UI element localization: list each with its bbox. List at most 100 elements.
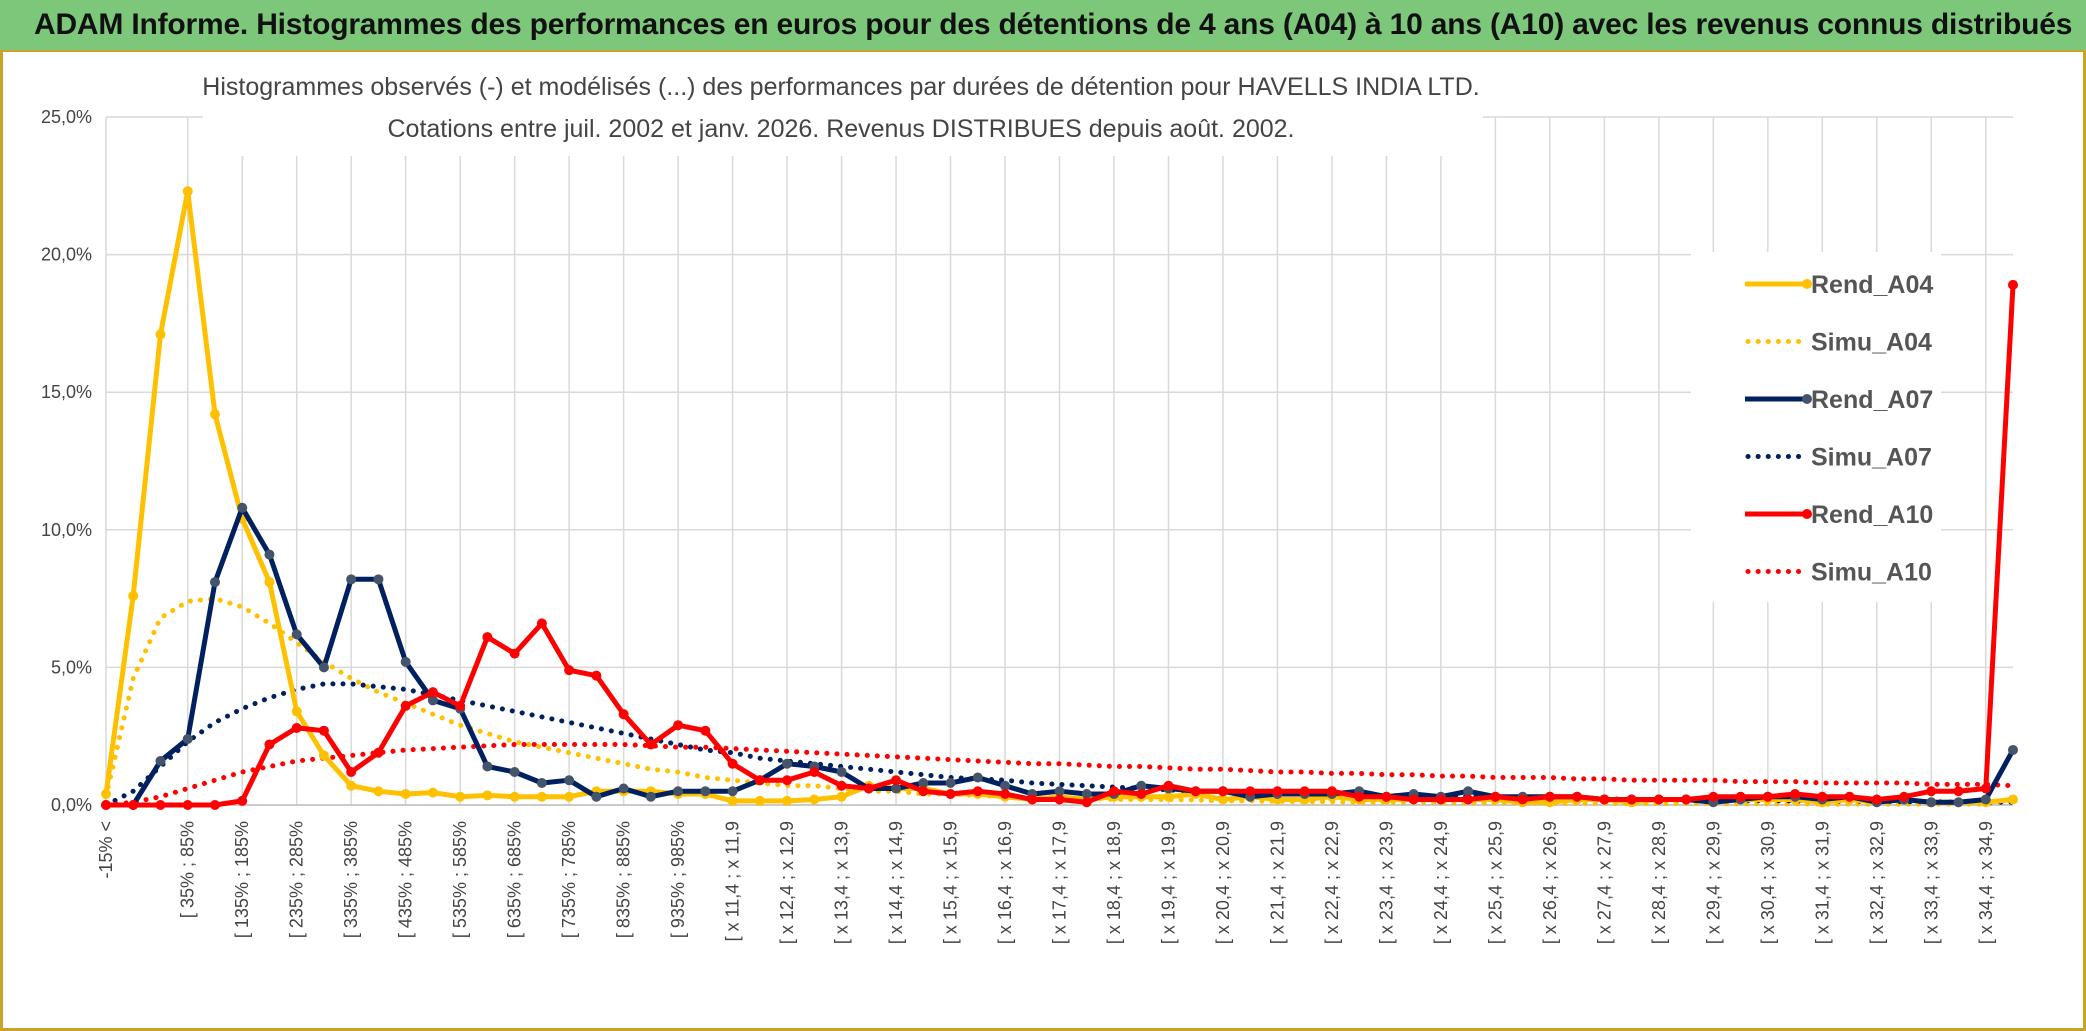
data-point xyxy=(645,791,656,802)
data-point xyxy=(264,549,275,560)
data-point xyxy=(1980,794,1991,805)
data-point xyxy=(782,795,793,806)
x-tick-label: [ x 13,4 ; x 13,9 xyxy=(832,821,852,944)
data-point xyxy=(1953,786,1964,797)
legend-box xyxy=(1691,252,1941,602)
chart-subtitle: Cotations entre juil. 2002 et janv. 2026… xyxy=(387,115,1294,143)
x-tick-label: [ 335% ; 385% xyxy=(341,821,361,938)
data-point xyxy=(101,800,111,810)
data-point xyxy=(1136,780,1147,791)
data-point xyxy=(564,791,575,802)
data-point xyxy=(673,720,684,731)
data-point xyxy=(264,577,275,588)
data-point xyxy=(536,777,547,788)
x-tick-label: [ 135% ; 185% xyxy=(232,821,252,938)
data-point xyxy=(754,795,765,806)
y-tick-label: 0,0% xyxy=(51,795,92,815)
data-point xyxy=(400,788,411,799)
data-point xyxy=(972,772,983,783)
legend-item: Rend_A04 xyxy=(1745,271,1933,299)
data-point xyxy=(509,766,520,777)
banner-title: ADAM Informe. Histogrammes des performan… xyxy=(34,8,2073,41)
series-group xyxy=(101,186,2018,810)
data-point xyxy=(1381,791,1392,802)
data-point xyxy=(1653,794,1664,805)
data-point xyxy=(1926,797,1937,808)
data-point xyxy=(155,755,166,766)
x-tick-label: [ x 32,4 ; x 32,9 xyxy=(1867,821,1887,944)
x-tick-label: [ x 26,4 ; x 26,9 xyxy=(1540,821,1560,944)
data-point xyxy=(1081,788,1092,799)
data-point xyxy=(1136,788,1147,799)
data-point xyxy=(1708,791,1719,802)
x-tick-label: [ x 22,4 ; x 22,9 xyxy=(1322,821,1342,944)
data-point xyxy=(1408,794,1419,805)
data-point xyxy=(1871,794,1882,805)
data-point xyxy=(2008,744,2018,755)
x-tick-label: [ x 30,4 ; x 30,9 xyxy=(1758,821,1778,944)
legend-label: Simu_A04 xyxy=(1811,329,1932,357)
data-point xyxy=(209,409,220,420)
series-simu-a07 xyxy=(103,681,2016,808)
x-tick-label: [ x 17,4 ; x 17,9 xyxy=(1050,821,1070,944)
data-point xyxy=(727,758,738,769)
x-tick-label: [ 435% ; 485% xyxy=(396,821,416,938)
data-point xyxy=(782,758,793,769)
x-tick-label: [ x 21,4 ; x 21,9 xyxy=(1267,821,1287,944)
data-point xyxy=(128,590,139,601)
data-point xyxy=(918,777,929,788)
legend-marker xyxy=(1802,394,1812,404)
data-point xyxy=(591,670,602,681)
data-point xyxy=(809,766,820,777)
data-point xyxy=(564,665,575,676)
data-point xyxy=(400,656,411,667)
series-line xyxy=(103,681,2016,808)
x-tick-label: [ 35% ; 85% xyxy=(178,821,198,918)
y-tick-label: 10,0% xyxy=(41,520,92,540)
data-point xyxy=(618,709,629,720)
data-point xyxy=(318,750,329,761)
chart: 0,0% 5,0% 10,0% 15,0% 20,0% 25,0% -15% < [ 35%… xyxy=(41,56,2018,944)
data-point xyxy=(182,186,193,197)
data-point xyxy=(1217,794,1228,805)
data-point xyxy=(1762,791,1773,802)
data-point xyxy=(536,618,547,629)
data-point xyxy=(1463,794,1474,805)
data-point xyxy=(1081,797,1092,808)
x-tick-label: [ x 18,4 ; x 18,9 xyxy=(1104,821,1124,944)
data-point xyxy=(645,739,656,750)
x-tick-label: -15% < xyxy=(96,821,116,879)
data-point xyxy=(945,777,956,788)
data-point xyxy=(455,700,466,711)
data-point xyxy=(1599,794,1610,805)
chart-title-box: Histogrammes observés (-) et modélisés (… xyxy=(202,56,1483,156)
x-tick-label: [ x 15,4 ; x 15,9 xyxy=(941,821,961,944)
y-axis-ticks: 0,0% 5,0% 10,0% 15,0% 20,0% 25,0% xyxy=(41,107,92,815)
data-point xyxy=(2008,279,2018,290)
data-point xyxy=(782,775,793,786)
x-tick-label: [ x 24,4 ; x 24,9 xyxy=(1431,821,1451,944)
data-point xyxy=(291,629,302,640)
legend: Rend_A04 Simu_A04 Rend_A07 Simu_A07 Rend_A10… xyxy=(1691,252,1941,602)
data-point xyxy=(373,747,384,758)
data-point xyxy=(1517,794,1528,805)
legend-item: Simu_A10 xyxy=(1745,559,1932,587)
data-point xyxy=(482,632,493,643)
legend-label: Rend_A10 xyxy=(1811,501,1933,529)
data-point xyxy=(373,574,384,585)
data-point xyxy=(1626,794,1637,805)
data-point xyxy=(237,795,248,806)
legend-label: Simu_A10 xyxy=(1811,559,1932,587)
data-point xyxy=(700,786,711,797)
data-point xyxy=(427,787,438,798)
x-tick-label: [ x 33,4 ; x 33,9 xyxy=(1921,821,1941,944)
series-line xyxy=(103,742,2016,808)
data-point xyxy=(291,722,302,733)
y-tick-label: 15,0% xyxy=(41,382,92,402)
legend-marker xyxy=(1802,279,1812,289)
data-point xyxy=(1681,794,1692,805)
legend-item: Rend_A10 xyxy=(1745,501,1933,529)
x-tick-label: [ x 29,4 ; x 29,9 xyxy=(1703,821,1723,944)
data-point xyxy=(209,800,220,810)
data-point xyxy=(836,780,847,791)
